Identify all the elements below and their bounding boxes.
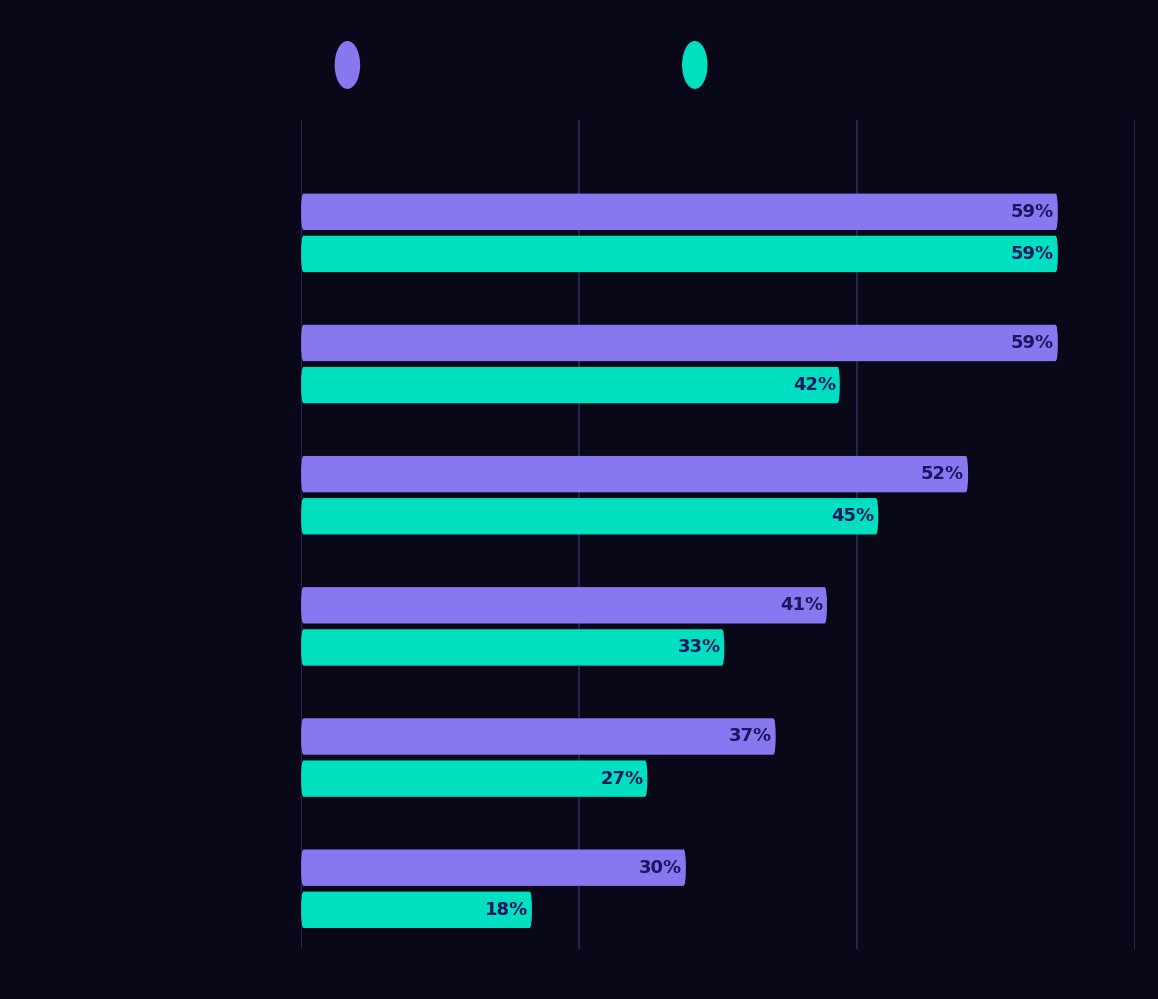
FancyBboxPatch shape: [301, 849, 686, 886]
FancyBboxPatch shape: [301, 587, 827, 623]
FancyBboxPatch shape: [301, 760, 647, 797]
FancyBboxPatch shape: [301, 194, 1058, 230]
Text: 27%: 27%: [601, 769, 644, 787]
Text: 41%: 41%: [780, 596, 823, 614]
FancyBboxPatch shape: [301, 325, 1058, 362]
Ellipse shape: [335, 41, 360, 89]
FancyBboxPatch shape: [301, 367, 840, 404]
Text: 59%: 59%: [1011, 203, 1054, 221]
FancyBboxPatch shape: [301, 236, 1058, 272]
Text: 30%: 30%: [639, 859, 682, 877]
Text: 42%: 42%: [793, 376, 836, 394]
Text: 45%: 45%: [831, 507, 874, 525]
Ellipse shape: [682, 41, 708, 89]
Text: 33%: 33%: [677, 638, 720, 656]
FancyBboxPatch shape: [301, 718, 776, 754]
Text: 52%: 52%: [921, 466, 965, 484]
Text: 37%: 37%: [728, 727, 772, 745]
Text: 18%: 18%: [485, 901, 528, 919]
FancyBboxPatch shape: [301, 891, 532, 928]
Text: 59%: 59%: [1011, 334, 1054, 352]
Text: 59%: 59%: [1011, 245, 1054, 263]
FancyBboxPatch shape: [301, 629, 725, 665]
FancyBboxPatch shape: [301, 499, 878, 534]
FancyBboxPatch shape: [301, 456, 968, 493]
